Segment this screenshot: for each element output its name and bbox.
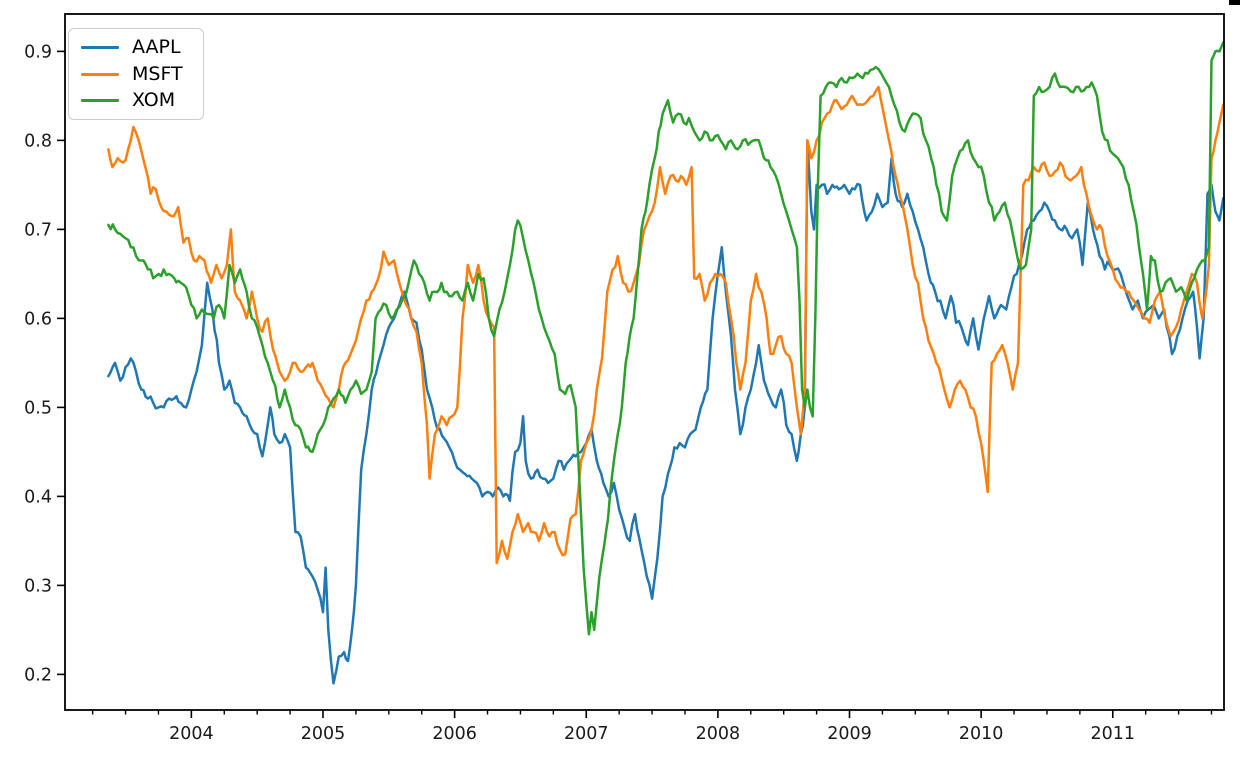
legend-item-msft: MSFT — [81, 62, 203, 85]
x-axis-major-ticks — [190, 710, 1114, 718]
y-axis-tick-label: 0.5 — [24, 398, 52, 418]
axes-spines — [64, 13, 1225, 711]
series-line-msft — [107, 85, 1225, 565]
x-axis-tick-label: 2005 — [301, 724, 346, 744]
legend-label-aapl: AAPL — [132, 36, 181, 59]
y-axis-tick-label: 0.6 — [24, 309, 52, 329]
y-axis-major-ticks — [57, 50, 65, 676]
x-axis-tick-label: 2006 — [432, 724, 477, 744]
plot-series — [107, 41, 1225, 685]
series-line-xom — [107, 41, 1225, 636]
y-axis-tick-label: 0.2 — [24, 665, 52, 685]
x-axis-tick-label: 2004 — [169, 724, 214, 744]
x-axis-tick-labels: 2004 2005 2006 2007 2008 2009 2010 2011 — [169, 724, 1135, 744]
y-axis-tick-label: 0.3 — [24, 576, 52, 596]
y-axis-tick-label: 0.7 — [24, 220, 52, 240]
y-axis-tick-labels: 0.2 0.3 0.4 0.5 0.6 0.7 0.8 0.9 — [24, 42, 52, 685]
msft-line-swatch — [81, 72, 119, 76]
series-line-aapl — [107, 139, 1225, 685]
screenshot-corner-artifact — [1229, 0, 1240, 5]
legend-label-xom: XOM — [132, 88, 176, 111]
aapl-line-swatch — [81, 46, 119, 50]
y-axis-tick-label: 0.9 — [24, 42, 52, 62]
legend-item-xom: XOM — [81, 88, 203, 111]
x-axis-tick-label: 2008 — [696, 724, 741, 744]
x-axis-tick-label: 2007 — [564, 724, 609, 744]
legend-label-msft: MSFT — [132, 62, 183, 85]
legend-box: AAPL MSFT XOM — [68, 28, 204, 120]
x-axis-tick-label: 2010 — [959, 724, 1004, 744]
y-axis-tick-label: 0.8 — [24, 131, 52, 151]
legend-item-aapl: AAPL — [81, 38, 203, 57]
xom-line-swatch — [81, 98, 119, 102]
x-axis-tick-label: 2009 — [827, 724, 872, 744]
y-axis-tick-label: 0.4 — [24, 487, 52, 507]
x-axis-tick-label: 2011 — [1090, 724, 1135, 744]
